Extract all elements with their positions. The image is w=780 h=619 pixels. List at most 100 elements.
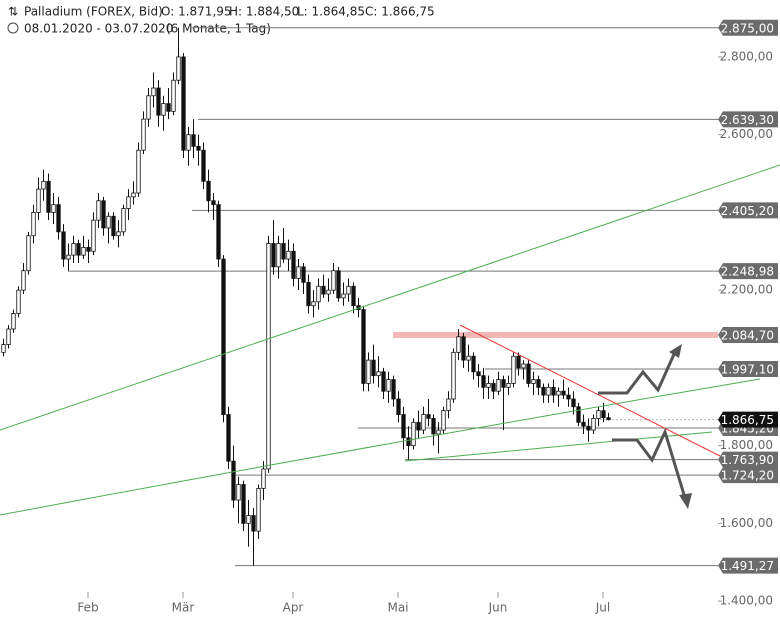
candle-body (421, 414, 426, 431)
candle-body (76, 243, 81, 256)
candle-body (6, 328, 11, 345)
candle-body (186, 134, 191, 151)
candle-body (561, 390, 566, 396)
candle-body (566, 394, 571, 400)
level-label: 2.639,30 (721, 113, 774, 127)
candle-body (486, 383, 491, 388)
candle-body (501, 379, 506, 388)
candle-body (226, 414, 231, 462)
candle-body (336, 270, 341, 299)
candle-body (426, 414, 431, 419)
candle-body (306, 281, 311, 307)
candle-body (326, 289, 331, 295)
candle-body (321, 285, 326, 295)
level-label: 2.405,20 (721, 204, 774, 218)
candle-body (541, 386, 546, 396)
candle-body (11, 313, 16, 330)
candle-body (241, 484, 246, 524)
trend-line (0, 164, 780, 431)
candle-body (66, 254, 71, 260)
candle-body (191, 134, 196, 147)
candle-body (1, 344, 6, 353)
trend-line (459, 324, 721, 457)
level-label: 1.491,27 (721, 559, 774, 573)
level-label: 1.724,20 (721, 469, 774, 483)
drawings (0, 164, 780, 516)
candle-body (311, 301, 316, 307)
candle-body (211, 200, 216, 206)
candle-body (71, 243, 76, 256)
candle-body (406, 437, 411, 447)
candle-body (456, 336, 461, 353)
x-tick-label: Apr (283, 601, 304, 615)
levels: 2.875,00 2.639,30 2.405,20 2.248,98 2.084,70… (68, 19, 778, 574)
candle-body (411, 421, 416, 447)
candle-body (126, 196, 131, 209)
candle-body (521, 363, 526, 369)
candle-body (86, 246, 91, 252)
candle-body (461, 336, 466, 361)
candle-body (261, 468, 266, 489)
candle-body (31, 212, 36, 237)
candle-body (316, 285, 321, 303)
candle-body (476, 371, 481, 377)
candle-body (16, 289, 21, 314)
candle-body (151, 87, 156, 97)
level-label: 2.084,70 (721, 328, 774, 342)
level-zone (393, 331, 718, 338)
candle-body (156, 87, 161, 116)
date-range: 08.01.2020 - 03.07.2020 (24, 22, 173, 36)
candle-body (81, 246, 86, 256)
candle-body (281, 243, 286, 260)
candle-body (551, 386, 556, 396)
candle-body (181, 56, 186, 151)
candle-body (111, 215, 116, 237)
level-box (718, 326, 778, 343)
clock-icon (7, 22, 19, 34)
y-tick-label: 2.800,00 (720, 49, 773, 63)
candle-body (376, 371, 381, 377)
candle-body (581, 421, 586, 427)
candle-body (176, 56, 181, 81)
candle-body (96, 200, 101, 221)
candle-body (471, 355, 476, 373)
scenario-arrow (612, 427, 687, 499)
candle-body (21, 270, 26, 291)
candle-body (351, 285, 356, 307)
level-box (718, 451, 778, 468)
candle-body (481, 375, 486, 388)
candle-body (511, 355, 516, 384)
candle-body (531, 379, 536, 384)
trend-line (0, 378, 761, 516)
candle-body (416, 421, 421, 431)
candle-body (546, 386, 551, 396)
candle-body (41, 180, 46, 190)
y-tick-label: 1.800,00 (720, 438, 773, 452)
level-box (718, 263, 778, 280)
candle-body (591, 418, 596, 431)
candle-body (101, 200, 106, 229)
candle-body (271, 243, 276, 268)
candle-body (291, 250, 296, 279)
header: ⇅ Palladium (FOREX, Bid) O: 1.871,95 H: … (7, 5, 435, 36)
candle-body (596, 410, 601, 419)
level-box (718, 361, 778, 378)
candle-body (296, 266, 301, 279)
y-tick-label: 1.400,00 (720, 594, 773, 608)
open-value: O: 1.871,95 (161, 5, 232, 19)
candle-body (61, 231, 66, 260)
candles (1, 27, 611, 566)
candle-body (606, 417, 611, 421)
level-box (718, 111, 778, 128)
candle-body (401, 414, 406, 439)
candle-body (301, 266, 306, 283)
candle-body (506, 383, 511, 388)
candle-body (436, 429, 441, 435)
trend-line (404, 431, 713, 462)
candle-body (341, 293, 346, 299)
candle-body (121, 208, 126, 233)
candle-body (46, 180, 51, 213)
candle-body (216, 204, 221, 260)
candle-body (146, 95, 151, 120)
